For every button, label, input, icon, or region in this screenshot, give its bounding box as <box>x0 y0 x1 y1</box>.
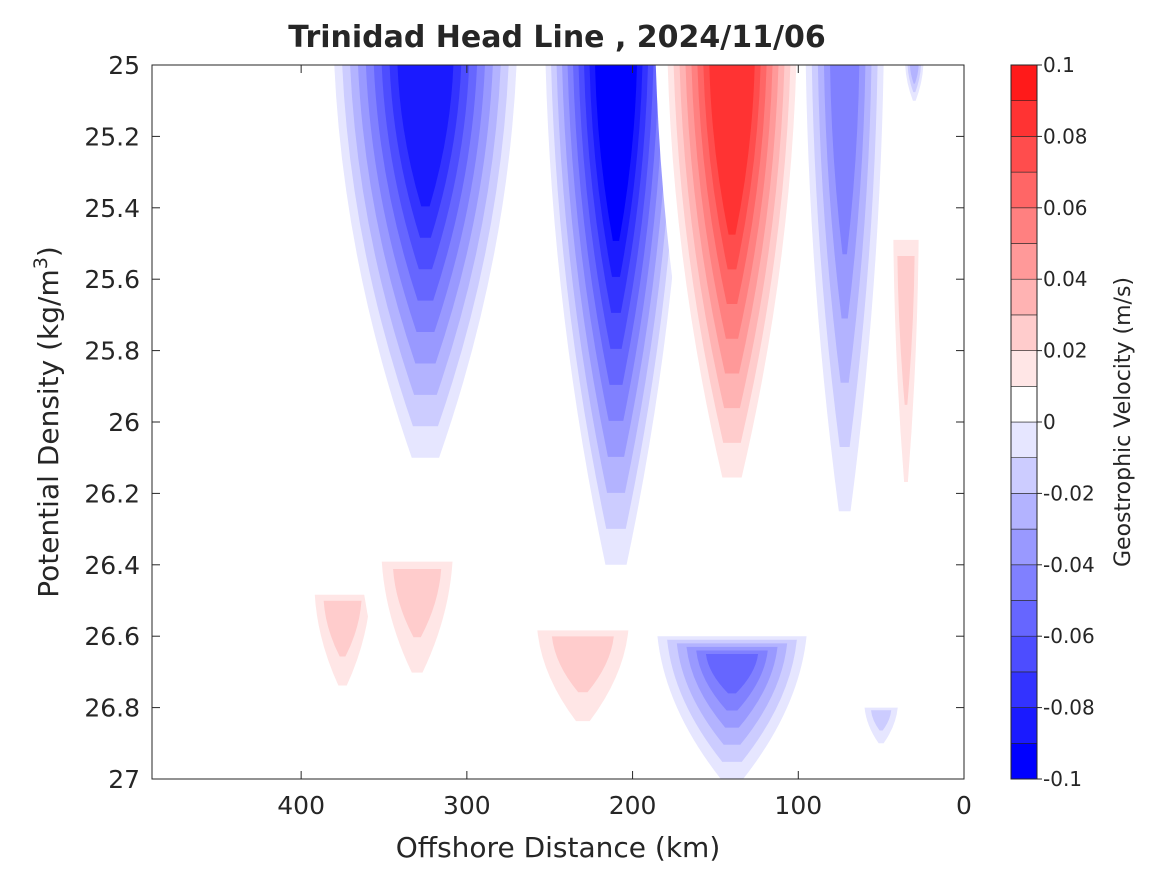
colorbar-tick-label: 0 <box>1043 410 1056 434</box>
y-axis-label: Potential Density (kg/m3) <box>30 246 65 598</box>
colorbar-tick-label: -0.08 <box>1043 696 1095 720</box>
contour-band-10-2 <box>827 594 869 686</box>
contour-band-4-3 <box>909 65 919 84</box>
colorbar-segment <box>1010 564 1038 601</box>
x-axis-label: Offshore Distance (km) <box>396 831 721 864</box>
colorbar-tick-label: 0.08 <box>1043 124 1088 148</box>
colorbar-segment <box>1010 100 1038 137</box>
velocity-contour-layer <box>297 65 927 779</box>
contour-band-9-6 <box>705 654 759 694</box>
colorbar-segment <box>1010 278 1038 316</box>
colorbar-tick-label: 0.06 <box>1043 196 1088 220</box>
colorbar-tick-label: -0.04 <box>1043 553 1095 577</box>
colorbar-tick-label: 0.1 <box>1043 53 1075 77</box>
colorbar-segment <box>1010 136 1038 173</box>
y-tick-label: 25.6 <box>84 265 140 294</box>
y-tick-label: 26.6 <box>84 622 140 651</box>
contour-band-8-4 <box>551 636 614 693</box>
chart-title: Trinidad Head Line , 2024/11/06 <box>288 20 825 55</box>
colorbar: 0.1 0.08 0.06 0.04 0.02 0 -0.02 -0.04 -0.06 -0.08… <box>1010 53 1095 791</box>
y-tick-label: 26 <box>108 408 140 437</box>
contour-band-11-2 <box>871 710 892 731</box>
contour-band-2-10 <box>709 65 755 235</box>
colorbar-segment <box>1010 385 1038 423</box>
x-tick-label: 0 <box>956 791 972 820</box>
colorbar-segment <box>1010 600 1038 637</box>
y-axis-label-close: ) <box>32 246 65 257</box>
colorbar-segment <box>1010 707 1038 744</box>
y-tick-label: 26.4 <box>84 551 140 580</box>
colorbar-segment <box>1010 350 1038 387</box>
colorbar-ticks: 0.1 0.08 0.06 0.04 0.02 0 -0.02 -0.04 -0.06 -0.08… <box>1037 53 1095 791</box>
colorbar-tick-label: -0.02 <box>1043 481 1095 505</box>
y-tick-label: 26.2 <box>84 479 140 508</box>
contour-band-7-4 <box>393 569 442 638</box>
y-tick-label: 26.8 <box>84 694 140 723</box>
y-axis-label-superscript: 3 <box>30 257 52 269</box>
contour-band-6-4 <box>323 600 362 657</box>
y-tick-label: 25.8 <box>84 337 140 366</box>
colorbar-label: Geostrophic Velocity (m/s) <box>1111 277 1136 567</box>
colorbar-tick-label: -0.1 <box>1043 767 1082 791</box>
y-tick-label: 25 <box>108 51 140 80</box>
contour-band-5-4 <box>897 255 915 405</box>
colorbar-segment <box>1010 171 1038 209</box>
colorbar-segments <box>1010 64 1038 780</box>
colorbar-segment <box>1010 493 1038 530</box>
x-tick-label: 300 <box>443 791 491 820</box>
y-tick-label: 27 <box>108 765 140 794</box>
x-tick-label: 100 <box>774 791 822 820</box>
colorbar-tick-label: -0.06 <box>1043 624 1095 648</box>
colorbar-segment <box>1010 635 1038 673</box>
x-axis-ticks: 400 300 200 100 0 <box>277 65 972 820</box>
colorbar-tick-label: 0.04 <box>1043 267 1088 291</box>
colorbar-segment <box>1010 64 1038 102</box>
y-axis-ticks: 25 25.2 25.4 25.6 25.8 26 26.2 26.4 26.6 26.8 27 <box>84 51 964 794</box>
colorbar-segment <box>1010 314 1038 351</box>
y-tick-label: 25.4 <box>84 194 140 223</box>
colorbar-segment <box>1010 742 1038 780</box>
colorbar-tick-label: 0.02 <box>1043 339 1088 363</box>
colorbar-segment <box>1010 457 1038 494</box>
plot-area: 400 300 200 100 0 25 25.2 25.4 25.6 25.8 26 26.2 26… <box>84 51 972 820</box>
colorbar-segment <box>1010 528 1038 566</box>
colorbar-segment <box>1010 421 1038 459</box>
contour-band-0-9 <box>397 65 454 207</box>
x-tick-label: 400 <box>277 791 325 820</box>
colorbar-segment <box>1010 243 1038 280</box>
colorbar-segment <box>1010 207 1038 244</box>
y-tick-label: 25.2 <box>84 122 140 151</box>
contour-band-1-10 <box>595 65 637 241</box>
x-tick-label: 200 <box>609 791 657 820</box>
y-axis-label-main: Potential Density (kg/m <box>32 269 65 598</box>
colorbar-segment <box>1010 671 1038 708</box>
contour-band-3-5 <box>830 65 860 255</box>
